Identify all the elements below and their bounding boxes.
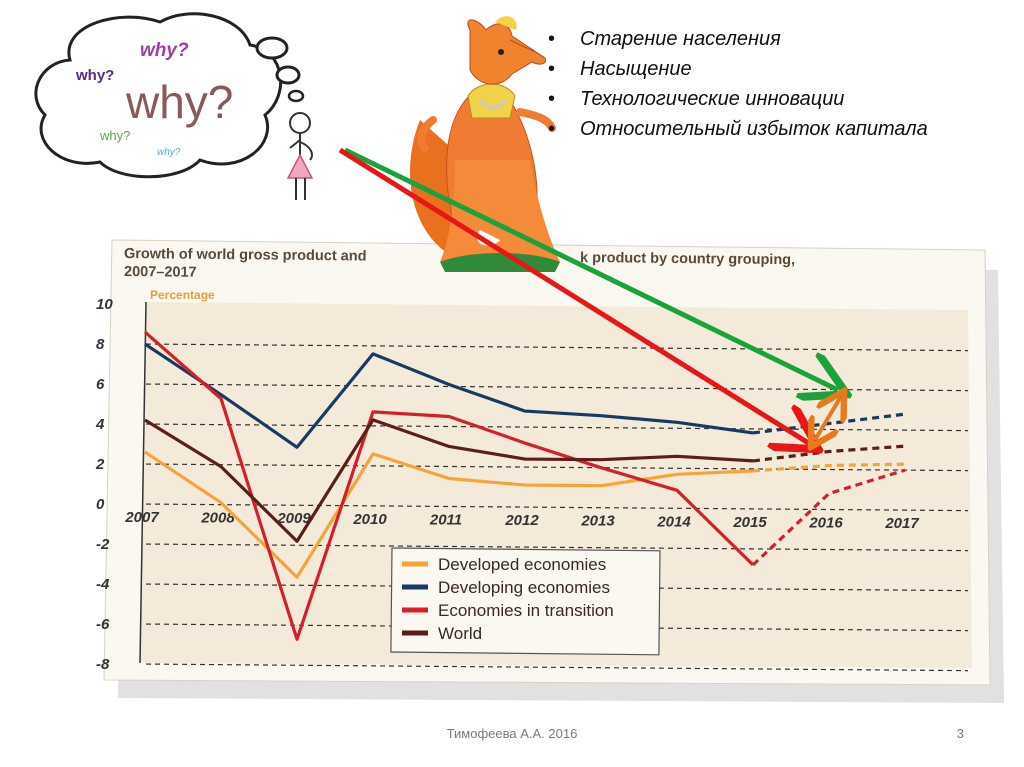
y-tick-label: -6 [96, 616, 110, 633]
grid-line [145, 583, 969, 592]
x-tick-label: 2011 [429, 511, 462, 528]
y-tick-label: -2 [96, 536, 110, 553]
y-tick-label: 4 [95, 416, 105, 433]
chart-title-line1: Growth of world gross product and [124, 246, 367, 265]
arrow-green [343, 147, 838, 390]
series-lines [143, 330, 906, 641]
series-forecast-transition [751, 468, 906, 567]
chart-title-line2: 2007–2017 [124, 264, 197, 281]
x-tick-label: 2010 [352, 511, 387, 528]
y-tick-label: 8 [96, 336, 105, 353]
why-word: why? [140, 40, 189, 61]
y-tick-labels: 10 8 6 4 2 0 -2 -4 -6 -8 [95, 296, 113, 673]
y-tick-label: -4 [96, 576, 110, 593]
x-tick-label: 2007 [124, 509, 159, 526]
why-word: why? [99, 128, 130, 143]
bullet-list: Старение населения Насыщение Технологиче… [548, 24, 928, 144]
x-tick-label: 2012 [504, 512, 539, 529]
legend: Developed economies Developing economies E… [390, 547, 661, 656]
series-line-transition [143, 330, 755, 641]
y-tick-label: 0 [96, 496, 105, 513]
x-tick-label: 2016 [808, 514, 843, 531]
x-tick-labels: 2007 2008 2009 2010 2011 2012 2013 2014 2015 2016… [124, 509, 919, 532]
x-tick-label: 2013 [580, 513, 615, 530]
series-line-developing [144, 342, 754, 449]
x-tick-label: 2008 [200, 510, 235, 527]
chart-figure: Growth of world gross product and k prod… [95, 239, 1004, 703]
grid-line [145, 463, 969, 472]
legend-entry: World [438, 624, 482, 643]
series-forecast-developed [752, 462, 906, 473]
stick-figure-icon [286, 112, 314, 200]
bullet-item: Технологические инновации [548, 84, 928, 114]
bullet-item: Относительный избыток капитала [548, 114, 928, 144]
arrow-red [338, 147, 810, 444]
bullet-item: Насыщение [548, 54, 928, 84]
grid-line [145, 503, 969, 512]
annotation-arrows [338, 147, 840, 444]
series-line-developed [144, 450, 754, 579]
chart-title: Growth of world gross product and k prod… [124, 246, 795, 281]
x-tick-label: 2014 [656, 513, 691, 530]
x-tick-label: 2017 [884, 515, 919, 532]
series-line-world [144, 418, 754, 543]
y-axis-line [139, 301, 147, 664]
fox-character-icon [410, 16, 560, 272]
why-word-large: why? [125, 76, 233, 128]
legend-box [390, 547, 661, 656]
chart-title-line1-right: k product by country grouping, [580, 250, 795, 268]
bullet-item: Старение населения [548, 24, 928, 54]
x-tick-label: 2009 [276, 510, 311, 527]
x-tick-label: 2015 [732, 514, 767, 531]
legend-entry: Developed economies [438, 555, 606, 574]
grid-line [145, 623, 969, 632]
slide-number: 3 [956, 726, 964, 741]
thought-bubble: why? why? why? why? why? [34, 12, 305, 179]
why-word: why? [157, 147, 181, 158]
legend-entry: Developing economies [438, 578, 610, 597]
y-tick-label: 6 [96, 376, 105, 393]
y-tick-label: 2 [95, 456, 105, 473]
arrow-orange-double [815, 398, 840, 440]
why-word: why? [75, 67, 114, 84]
y-tick-label: -8 [96, 656, 110, 673]
y-axis-label: Percentage [150, 288, 215, 302]
grid-line [145, 663, 969, 672]
grid-line [145, 543, 969, 552]
y-tick-label: 10 [96, 296, 113, 313]
grid-line [145, 343, 969, 352]
legend-entry: Economies in transition [438, 601, 614, 620]
footer-author: Тимофеева А.А. 2016 [446, 726, 578, 741]
